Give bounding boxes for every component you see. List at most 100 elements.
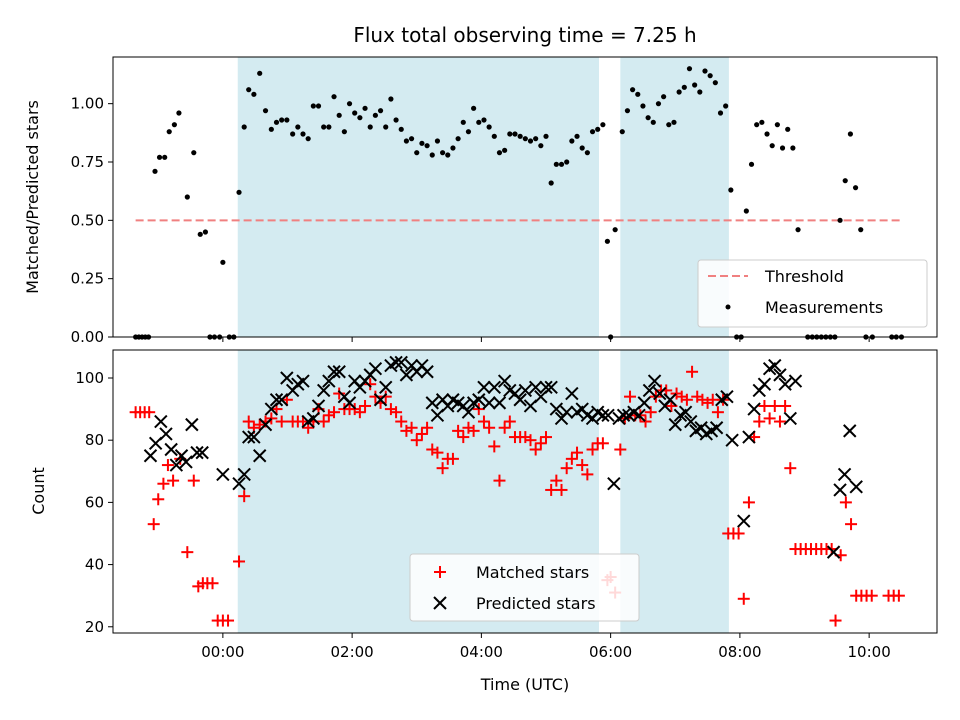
predicted-star-point: [788, 374, 803, 388]
predicted-star-point: [549, 402, 564, 416]
predicted-star-point: [678, 405, 693, 419]
x-tick-label: 04:00: [460, 643, 503, 661]
predicted-star-point: [843, 424, 857, 438]
predicted-star-point: [472, 393, 486, 407]
x-tick-label: 08:00: [718, 643, 761, 661]
predicted-star-point: [544, 380, 558, 395]
bottom-y-tick-label: 80: [85, 431, 104, 449]
matched-star-point: [157, 477, 170, 490]
measurement-point: [707, 73, 713, 79]
measurement-point: [450, 145, 456, 151]
matched-star-point: [763, 412, 776, 425]
measurement-point: [367, 124, 373, 130]
measurement-point: [589, 129, 596, 135]
matched-star-point: [328, 406, 341, 419]
top-y-tick-label: 1.00: [71, 95, 104, 113]
measurement-point: [852, 185, 859, 191]
measurement-point: [645, 115, 651, 121]
measurement-point: [290, 131, 296, 137]
matched-star-point: [829, 614, 842, 627]
measurement-point: [236, 189, 242, 195]
matched-star-point: [773, 415, 786, 428]
predicted-star-point: [747, 402, 761, 416]
predicted-star-point: [394, 355, 408, 370]
measurement-point: [604, 238, 611, 244]
measurement-point: [569, 138, 575, 144]
measurement-point: [241, 124, 247, 130]
top-axes-frame: [112, 56, 938, 338]
measurement-point: [284, 117, 290, 123]
measurement-point: [564, 159, 570, 165]
matched-star-point: [892, 589, 905, 602]
matched-star-point: [493, 474, 506, 487]
measurement-point: [465, 129, 472, 135]
matched-star-point: [181, 546, 194, 559]
legend-matched-swatch: [434, 566, 446, 578]
measurement-point: [754, 122, 760, 128]
matched-star-point: [845, 518, 858, 531]
bottom-y-axis-label: Count: [29, 467, 48, 515]
predicted-star-point: [559, 405, 574, 419]
measurement-point: [837, 217, 843, 223]
measurement-point: [202, 229, 209, 235]
measurement-point: [847, 131, 853, 137]
matched-star-point: [242, 415, 255, 428]
top-y-axis-label: Matched/Predicted stars: [23, 100, 42, 294]
predicted-star-point: [513, 393, 527, 407]
measurement-point: [419, 140, 425, 146]
predicted-star-point: [306, 411, 321, 426]
measurement-point: [764, 131, 770, 137]
top-y-ticks: 0.00 0.25 0.50 0.75 1.00: [71, 95, 113, 346]
matched-star-point: [167, 474, 180, 487]
matched-star-point: [565, 452, 578, 465]
measurement-point: [612, 227, 618, 233]
x-tick-label: 06:00: [589, 643, 632, 661]
measurement-point: [712, 80, 718, 86]
matched-star-point: [359, 399, 372, 412]
measurement-point: [357, 115, 363, 121]
matched-star-point: [477, 415, 490, 428]
predicted-star-point: [232, 477, 246, 491]
legend-measurements-label: Measurements: [765, 298, 883, 317]
predicted-star-point: [237, 467, 251, 482]
measurement-point: [548, 180, 554, 186]
predicted-star-point: [179, 455, 193, 469]
measurement-point: [543, 133, 549, 139]
legend-matched-label: Matched stars: [476, 563, 589, 582]
x-tick-label: 02:00: [331, 643, 374, 661]
matched-star-point: [379, 390, 392, 403]
matched-star-point: [865, 589, 878, 602]
measurement-point: [414, 150, 420, 156]
top-legend: Threshold Measurements: [697, 259, 928, 328]
matched-star-point: [390, 406, 403, 419]
measurement-point: [743, 208, 749, 214]
matched-star-point: [706, 393, 719, 406]
predicted-star-point: [482, 396, 496, 410]
matched-star-point: [152, 493, 165, 506]
predicted-star-point: [169, 458, 184, 472]
measurement-point: [717, 110, 724, 116]
predicted-star-point: [190, 445, 204, 460]
matched-star-point: [524, 434, 537, 447]
x-tick-label: 10:00: [848, 643, 891, 661]
predicted-star-point: [425, 396, 439, 410]
predicted-star-point: [399, 368, 414, 382]
predicted-star-point: [720, 389, 734, 404]
measurement-point: [748, 161, 755, 167]
predicted-star-point: [252, 449, 267, 463]
predicted-star-point: [269, 393, 284, 407]
matched-star-point: [498, 421, 511, 434]
bottom-y-tick-label: 20: [85, 618, 104, 636]
predicted-star-point: [725, 433, 739, 447]
predicted-star-point: [316, 383, 331, 398]
predicted-star-point: [632, 408, 646, 423]
top-shade-band: [237, 57, 599, 337]
measurement-point: [553, 161, 559, 167]
predicted-star-point: [216, 467, 230, 482]
predicted-star-point: [768, 358, 782, 373]
matched-star-point: [742, 496, 755, 509]
predicted-star-point: [327, 365, 341, 379]
measurement-point: [171, 122, 177, 128]
matched-star-point: [238, 490, 251, 503]
x-tick-label: 00:00: [201, 643, 244, 661]
